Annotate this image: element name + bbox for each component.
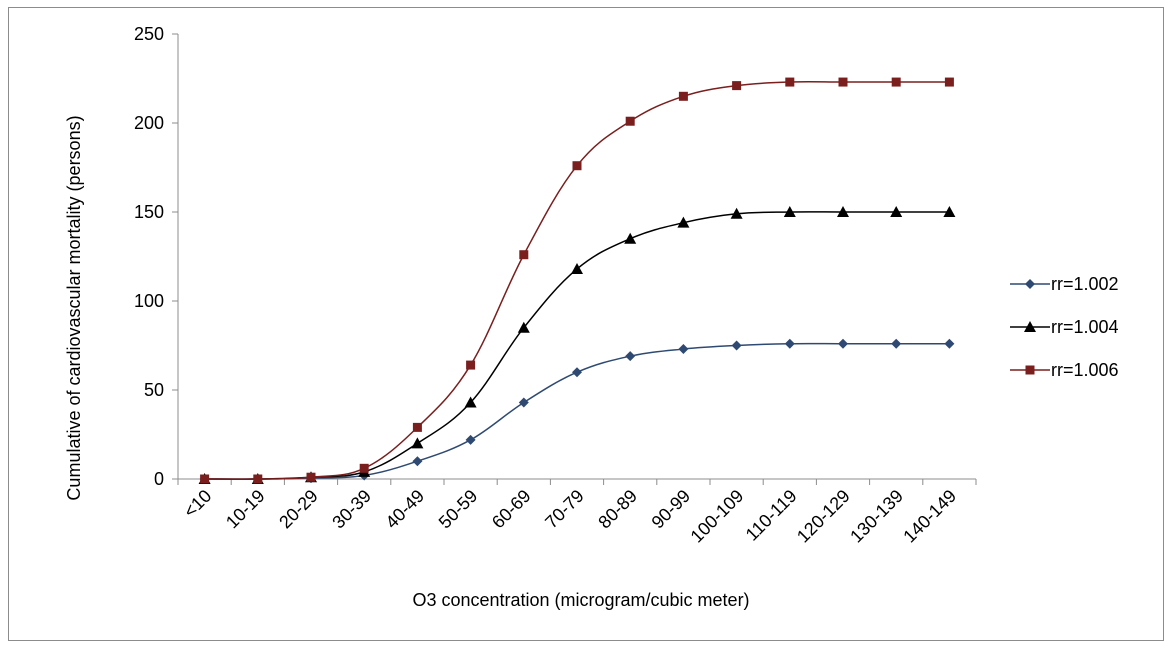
x-tick-label: 60-69 <box>488 486 535 533</box>
series-group <box>198 77 956 484</box>
data-point <box>411 437 424 449</box>
data-point <box>517 321 530 333</box>
x-tick-label: 40-49 <box>382 486 429 533</box>
data-point <box>838 77 848 87</box>
x-tick-label: 30-39 <box>328 486 375 533</box>
data-point <box>943 206 956 217</box>
data-point <box>624 232 637 244</box>
data-point <box>306 472 316 482</box>
legend-label: rr=1.002 <box>1051 274 1119 294</box>
data-point <box>200 474 210 484</box>
legend-label: rr=1.006 <box>1051 360 1119 380</box>
legend-item: rr=1.004 <box>1010 317 1119 337</box>
data-point <box>465 434 476 445</box>
series-line <box>204 211 950 480</box>
series-line <box>204 342 950 480</box>
data-point <box>731 340 742 351</box>
x-axis-title: O3 concentration (microgram/cubic meter) <box>412 590 749 610</box>
legend-marker <box>1024 321 1036 332</box>
x-tick-label: 110-119 <box>742 486 801 545</box>
legend-item: rr=1.006 <box>1010 360 1119 380</box>
data-point <box>677 216 690 228</box>
legend-item: rr=1.002 <box>1010 274 1119 294</box>
data-point <box>412 422 422 432</box>
x-tick-label: 130-139 <box>846 486 907 547</box>
data-point <box>837 206 849 217</box>
series-rr=1.002 <box>199 338 955 484</box>
series-line <box>204 81 950 480</box>
x-tick-label: 100-109 <box>687 486 748 547</box>
chart-frame <box>8 7 1164 641</box>
x-tick-label: 120-129 <box>793 486 854 547</box>
x-tick-label: 90-99 <box>648 486 695 533</box>
data-point <box>625 116 635 126</box>
data-point <box>572 161 582 171</box>
y-tick-label: 250 <box>134 24 164 44</box>
x-tick-label: <10 <box>180 486 216 522</box>
y-tick-label: 200 <box>134 113 164 133</box>
x-tick-label: 70-79 <box>541 486 588 533</box>
data-point <box>785 77 795 87</box>
y-axis: 0 50 100 150 200 250 <box>134 24 179 489</box>
y-tick-label: 50 <box>144 380 164 400</box>
x-tick-label: 10-19 <box>222 486 269 533</box>
data-point <box>944 77 954 87</box>
data-point <box>518 397 529 408</box>
data-point <box>783 206 796 217</box>
legend-marker <box>1025 365 1035 375</box>
y-tick-label: 0 <box>154 469 164 489</box>
legend-label: rr=1.004 <box>1051 317 1119 337</box>
data-point <box>944 338 955 349</box>
x-tick-label: 80-89 <box>594 486 641 533</box>
data-point <box>730 207 743 219</box>
legend-marker <box>1025 279 1035 289</box>
data-point <box>466 360 476 370</box>
x-axis: <10 10-19 20-29 30-39 40-49 50-59 60-69 70-79 80… <box>177 478 977 547</box>
data-point <box>891 77 901 87</box>
data-point <box>572 367 582 378</box>
data-point <box>678 91 688 101</box>
data-point <box>464 396 477 408</box>
data-point <box>253 474 263 484</box>
data-point <box>732 81 742 91</box>
series-rr=1.006 <box>200 77 954 484</box>
data-point <box>890 206 903 217</box>
data-point <box>891 338 902 349</box>
x-tick-label: 50-59 <box>435 486 482 533</box>
data-point <box>838 338 848 349</box>
legend: rr=1.002 rr=1.004 rr=1.006 <box>1010 274 1119 380</box>
y-axis-title: Cumulative of cardiovascular mortality (… <box>64 115 84 500</box>
data-point <box>678 344 689 355</box>
x-tick-label: 140-149 <box>899 486 960 547</box>
x-tick-label: 20-29 <box>275 486 322 533</box>
y-tick-label: 150 <box>134 202 164 222</box>
data-point <box>625 351 636 362</box>
data-point <box>784 338 795 349</box>
data-point <box>359 463 369 473</box>
y-tick-label: 100 <box>134 291 164 311</box>
data-point <box>571 262 583 274</box>
data-point <box>412 456 423 467</box>
data-point <box>519 250 529 260</box>
